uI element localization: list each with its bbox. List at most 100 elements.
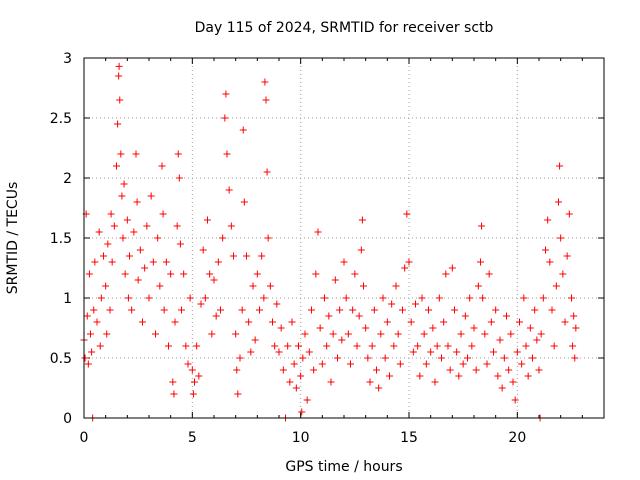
data-point	[446, 366, 454, 374]
data-point	[420, 330, 428, 338]
data-point	[355, 312, 363, 320]
data-point	[97, 294, 105, 302]
data-point	[273, 300, 281, 308]
y-tick-label: 1.5	[50, 231, 72, 247]
data-point	[301, 330, 309, 338]
data-point	[399, 306, 406, 314]
data-point	[299, 354, 307, 362]
data-point	[457, 330, 465, 338]
data-point	[107, 210, 115, 218]
data-point	[249, 282, 257, 290]
data-point	[108, 258, 116, 266]
data-point	[110, 222, 118, 230]
data-point	[375, 384, 383, 392]
data-point	[461, 312, 469, 320]
data-point	[167, 270, 175, 278]
data-point	[204, 216, 211, 224]
data-point	[565, 210, 573, 218]
data-point	[303, 396, 311, 404]
data-point	[180, 270, 188, 278]
data-point	[381, 354, 389, 362]
data-point	[338, 336, 346, 344]
data-point	[263, 168, 271, 176]
data-point	[275, 348, 283, 356]
data-point	[119, 234, 127, 242]
data-point	[570, 312, 578, 320]
data-point	[217, 306, 224, 314]
data-point	[444, 342, 452, 350]
data-point	[286, 378, 294, 386]
data-point	[197, 300, 205, 308]
data-point	[308, 306, 315, 314]
x-tick-label: 0	[80, 430, 89, 446]
data-point	[555, 198, 562, 206]
data-point	[147, 192, 155, 200]
data-point	[347, 360, 354, 368]
data-point	[440, 318, 448, 326]
data-point	[529, 354, 536, 362]
data-point	[373, 366, 380, 374]
data-point	[438, 354, 445, 362]
data-point	[133, 198, 141, 206]
data-point	[117, 150, 125, 158]
data-point	[100, 252, 107, 260]
data-point	[414, 342, 422, 350]
data-point	[91, 258, 99, 266]
data-point	[478, 222, 486, 230]
data-point	[158, 162, 166, 170]
data-point	[81, 354, 89, 362]
data-point	[377, 330, 385, 338]
data-point	[284, 342, 292, 350]
x-axis-ticks: 0 5 10 15 20	[80, 58, 605, 446]
data-point	[96, 342, 104, 350]
data-point	[520, 294, 528, 302]
data-point	[186, 294, 194, 302]
data-point	[490, 348, 497, 356]
data-point	[407, 318, 415, 326]
data-point	[251, 336, 259, 344]
data-point	[524, 372, 532, 380]
data-point	[433, 342, 441, 350]
data-point	[500, 354, 508, 362]
data-point	[271, 342, 279, 350]
data-point	[362, 324, 370, 332]
data-point	[262, 96, 270, 104]
data-point	[239, 126, 247, 134]
x-tick-label: 20	[508, 430, 526, 446]
data-point	[233, 366, 241, 374]
data-point	[542, 246, 549, 254]
data-point	[214, 258, 222, 266]
data-point	[321, 294, 328, 302]
y-tick-label: 0.5	[50, 351, 72, 367]
y-axis-ticks: 0 0.5 1 1.5 2 2.5 3	[50, 51, 604, 427]
data-point	[176, 240, 184, 248]
data-point	[149, 258, 157, 266]
data-point	[128, 306, 136, 314]
data-point	[173, 222, 181, 230]
data-point	[120, 180, 128, 188]
data-point	[340, 258, 348, 266]
data-point	[455, 372, 463, 380]
data-point	[222, 90, 230, 98]
data-point	[511, 396, 519, 404]
data-point	[126, 252, 133, 260]
data-point	[537, 330, 545, 338]
data-point	[103, 330, 111, 338]
data-point	[234, 390, 242, 398]
data-point	[546, 258, 554, 266]
data-point	[451, 306, 458, 314]
data-point	[409, 348, 417, 356]
data-point	[87, 330, 94, 338]
data-point	[353, 342, 361, 350]
data-point	[236, 354, 244, 362]
data-point	[351, 270, 359, 278]
data-point	[113, 162, 120, 170]
data-point	[429, 324, 437, 332]
data-point	[556, 162, 564, 170]
data-point	[253, 270, 261, 278]
data-point	[442, 270, 450, 278]
data-point	[535, 366, 543, 374]
data-point	[152, 330, 159, 338]
data-point	[297, 372, 305, 380]
